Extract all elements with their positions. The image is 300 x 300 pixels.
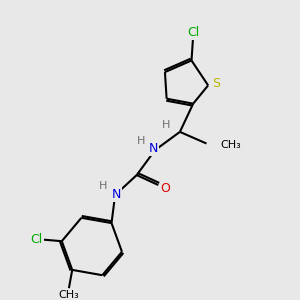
Text: Cl: Cl bbox=[187, 26, 199, 39]
Text: CH₃: CH₃ bbox=[220, 140, 241, 150]
Text: H: H bbox=[99, 181, 108, 191]
Text: Cl: Cl bbox=[31, 233, 43, 246]
Text: H: H bbox=[162, 120, 170, 130]
Text: H: H bbox=[137, 136, 145, 146]
Text: N: N bbox=[112, 188, 122, 201]
Text: CH₃: CH₃ bbox=[58, 290, 79, 300]
Text: S: S bbox=[212, 77, 220, 90]
Text: N: N bbox=[148, 142, 158, 155]
Text: O: O bbox=[161, 182, 170, 195]
